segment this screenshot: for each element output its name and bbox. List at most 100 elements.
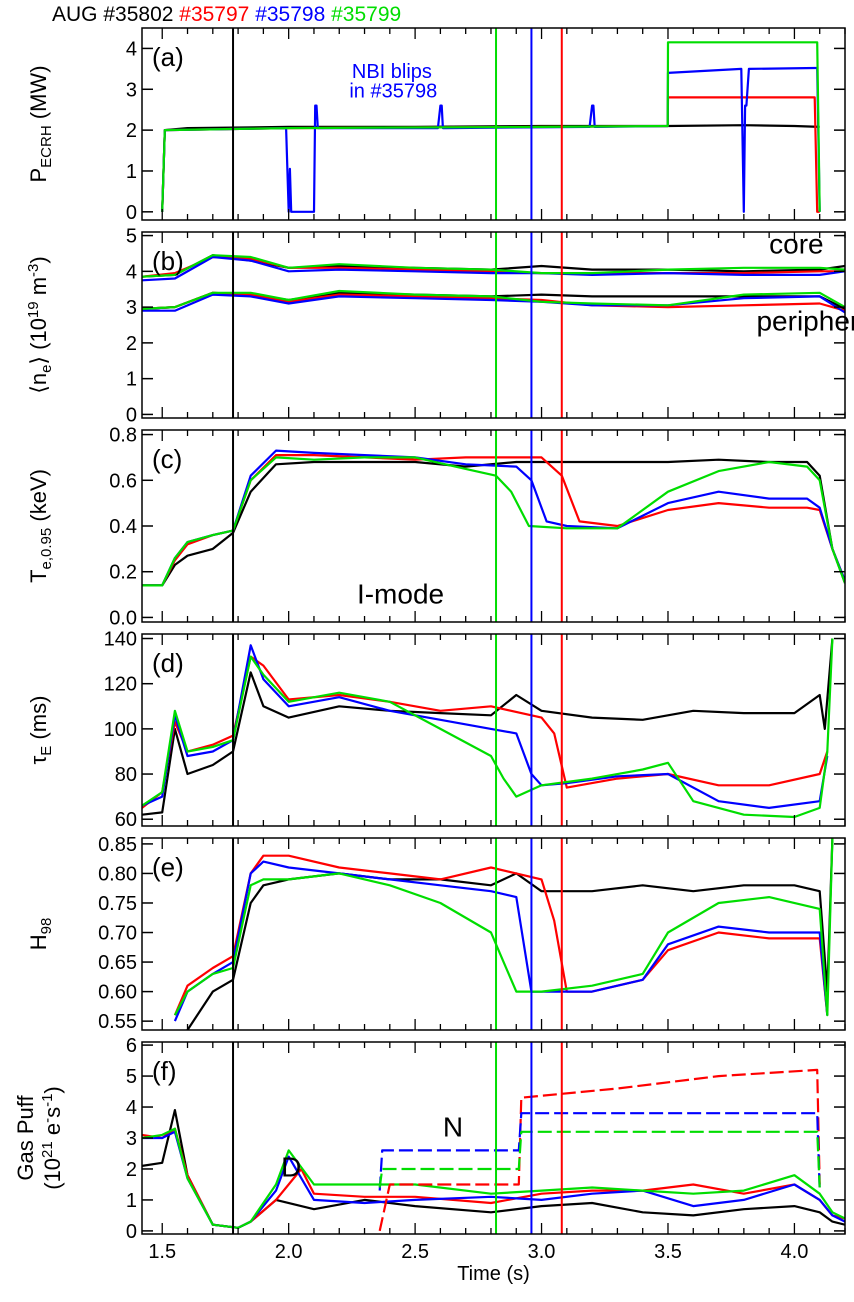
y-tick-label: 0.85 <box>98 834 137 856</box>
series-line <box>142 449 845 587</box>
panel-label: (e) <box>152 852 184 882</box>
y-tick-label: 2 <box>126 120 137 142</box>
series-line <box>142 293 845 314</box>
panel-plot-area <box>173 838 834 1030</box>
panel-plot-area <box>142 634 834 826</box>
y-axis-label-part: E <box>38 746 55 756</box>
shared-x-axis: 1.5 2.0 2.5 3.0 3.5 4.0 Time (s) <box>148 1241 808 1285</box>
panel-label: (c) <box>152 444 182 474</box>
y-tick-label: 5 <box>126 226 137 248</box>
y-tick-label: 1 <box>126 161 137 183</box>
panel-plot-area <box>142 1042 845 1234</box>
x-tick-label: 4.0 <box>781 1241 809 1263</box>
panel-frame <box>141 1041 846 1235</box>
y-axis-label-part: (ms) <box>26 696 51 746</box>
y-axis-label-line2: (1021 e-s-1) <box>39 1086 65 1190</box>
y-tick-label: 0.80 <box>98 863 137 885</box>
y-axis-label-part: ) <box>26 256 51 263</box>
y-tick-label: 4 <box>126 1097 137 1119</box>
series-line <box>142 255 845 282</box>
y-axis-label-part: ⟩ (10 <box>26 318 51 365</box>
x-axis-label: Time (s) <box>457 1263 530 1285</box>
y-axis-label-part: ⟨n <box>26 373 51 394</box>
panel: 60 80 100 120 140 (d) τE (ms) <box>26 629 846 831</box>
y-axis-label-part: e <box>40 1123 65 1141</box>
annotation: peripheral <box>756 305 854 336</box>
y-axis-label-part: 21 <box>39 1141 56 1158</box>
series-line <box>378 1130 821 1188</box>
shot-legend-header: AUG #35802 #35797 #35798 #35799 <box>52 3 401 26</box>
y-tick-label: 0.0 <box>109 607 137 629</box>
series-line <box>378 1068 821 1232</box>
series-line <box>173 838 834 1017</box>
shot-label: #35798 <box>249 3 325 26</box>
series-line <box>173 860 829 1022</box>
y-tick-label: 0.60 <box>98 982 137 1004</box>
annotation: I-mode <box>357 579 444 610</box>
y-tick-label: 80 <box>115 764 137 786</box>
y-tick-label: 3 <box>126 79 137 101</box>
y-axis-label: PECRH (MW) <box>26 65 55 182</box>
panel-plot-area <box>142 232 845 418</box>
y-tick-label: 60 <box>115 809 137 831</box>
annotation: in #35798 <box>349 80 437 102</box>
annotation: D <box>281 1152 301 1183</box>
y-axis-label-part: ) <box>40 1086 65 1093</box>
y-tick-label: 0.65 <box>98 952 137 974</box>
y-axis-label-part: τ <box>26 755 51 764</box>
y-axis-label-part: -1 <box>39 1094 56 1107</box>
y-tick-label: 0 <box>126 202 137 224</box>
series-line <box>378 1112 821 1191</box>
y-axis-label: ⟨ne⟩ (1019 m-3) <box>25 256 55 393</box>
series-line <box>142 644 829 809</box>
y-axis-label-part: (keV) <box>26 469 51 528</box>
y-tick-label: 0 <box>126 404 137 426</box>
series-line <box>142 289 845 310</box>
y-tick-label: 6 <box>126 1035 137 1057</box>
shot-label: #35799 <box>325 3 401 26</box>
series-line <box>142 458 845 587</box>
panel-frame <box>141 231 846 419</box>
panel-label: (b) <box>152 246 184 276</box>
y-tick-label: 0.4 <box>109 516 137 538</box>
y-tick-label: 0.75 <box>98 893 137 915</box>
y-axis-label-part: H <box>26 934 51 950</box>
x-tick-label: 2.5 <box>401 1241 429 1263</box>
annotation: NBI blips <box>352 61 432 83</box>
y-axis-label-part: s <box>40 1107 65 1118</box>
series-line <box>142 638 834 816</box>
series-line <box>161 41 821 212</box>
panel: 0.55 0.60 0.65 0.70 0.75 0.80 0.85 (e) H98 <box>26 834 846 1033</box>
shot-label: #35797 <box>173 3 249 26</box>
x-tick-label: 3.5 <box>654 1241 682 1263</box>
y-tick-label: 100 <box>104 719 137 741</box>
panel: 0.0 0.2 0.4 0.6 0.8 (c) I-mode Te,0.95 (keV) <box>26 425 846 629</box>
y-tick-label: 2 <box>126 1159 137 1181</box>
series-line <box>142 1109 845 1229</box>
y-tick-label: 2 <box>126 333 137 355</box>
y-axis-label-part: m <box>26 277 51 301</box>
y-tick-label: 4 <box>126 261 137 283</box>
panel-label: (d) <box>152 648 184 678</box>
y-tick-label: 140 <box>104 629 137 651</box>
y-tick-label: 3 <box>126 297 137 319</box>
y-tick-label: 1 <box>126 369 137 391</box>
y-tick-label: 0.55 <box>98 1011 137 1033</box>
panel-frame <box>141 429 846 623</box>
y-axis-label: H98 <box>26 918 55 951</box>
y-axis-label-part: -3 <box>25 264 42 277</box>
annotation: N <box>443 1111 463 1142</box>
panel-label: (f) <box>152 1056 177 1086</box>
y-tick-label: 0 <box>126 1221 137 1243</box>
x-tick-label: 3.0 <box>528 1241 556 1263</box>
y-axis-label-part: T <box>26 569 51 582</box>
shot-label: #35802 <box>98 3 174 26</box>
y-axis-label-part: - <box>39 1118 56 1123</box>
y-tick-label: 120 <box>104 674 137 696</box>
panel-frame <box>141 633 846 827</box>
header-prefix: AUG <box>52 3 98 26</box>
y-axis-label-part: P <box>26 168 51 183</box>
y-axis-label-part: Gas Puff <box>13 1095 38 1181</box>
